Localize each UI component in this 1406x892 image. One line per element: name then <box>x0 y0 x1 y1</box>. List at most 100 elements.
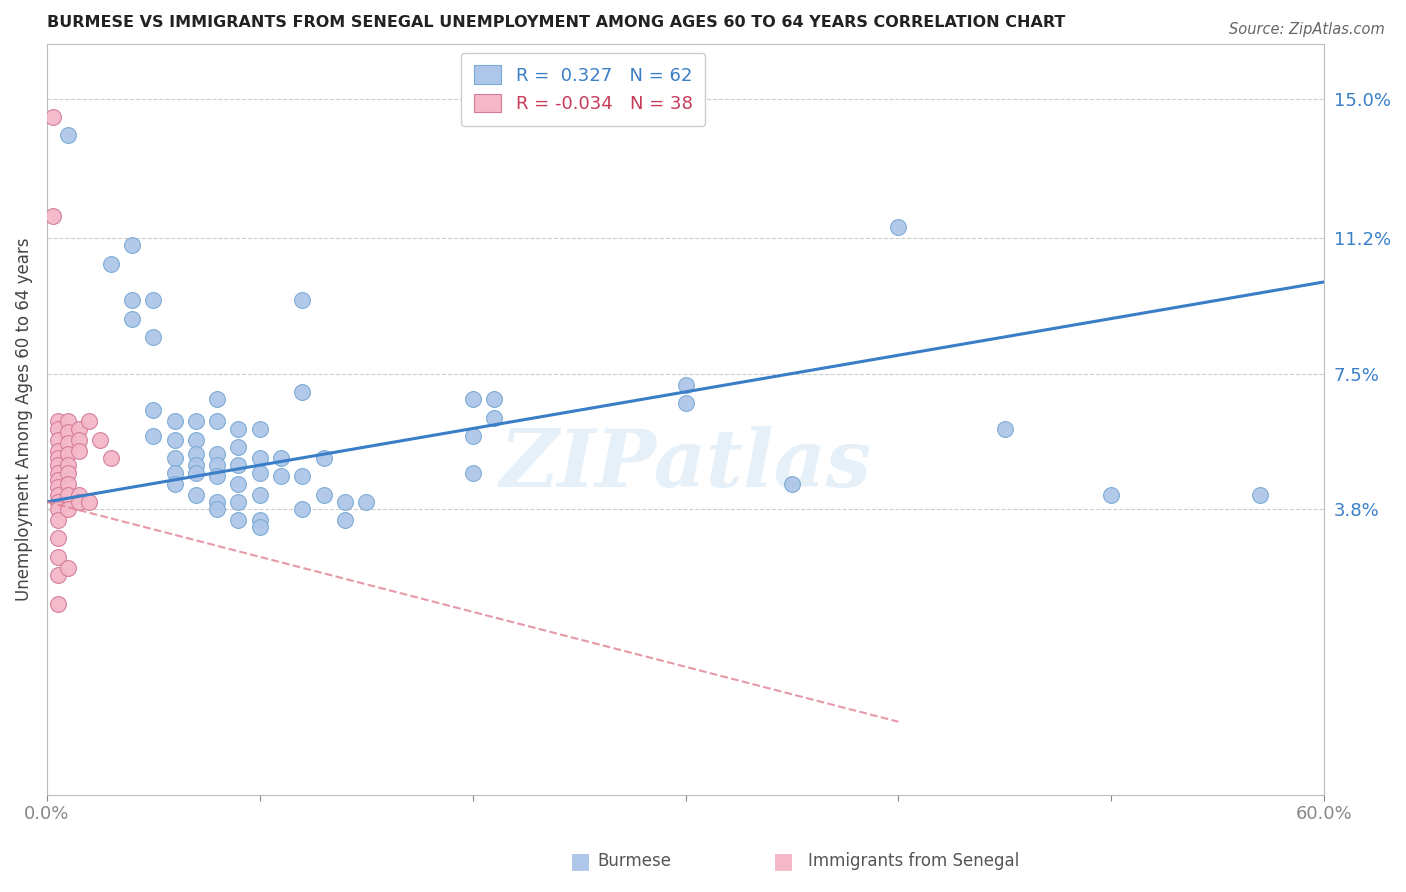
Point <box>142 293 165 308</box>
Point <box>56 414 79 428</box>
Point <box>56 425 79 440</box>
Point <box>142 429 165 443</box>
Point <box>46 458 69 473</box>
Point <box>249 487 271 501</box>
Point <box>205 469 228 483</box>
Point <box>482 410 505 425</box>
Point <box>121 311 143 326</box>
Point <box>461 466 484 480</box>
Point <box>228 476 250 491</box>
Point <box>79 495 101 509</box>
Point <box>163 450 186 465</box>
Point <box>100 450 122 465</box>
Point <box>333 495 356 509</box>
Point <box>228 421 250 435</box>
Point <box>228 458 250 473</box>
Point <box>42 209 65 223</box>
Point <box>121 238 143 252</box>
Point <box>205 495 228 509</box>
Point <box>46 513 69 527</box>
Point <box>56 502 79 516</box>
Point <box>312 487 335 501</box>
Point <box>184 458 207 473</box>
Point <box>46 532 69 546</box>
Point <box>56 128 79 143</box>
Point <box>67 421 90 435</box>
Point <box>184 466 207 480</box>
Point <box>46 433 69 447</box>
Point <box>228 513 250 527</box>
Point <box>461 429 484 443</box>
Text: BURMESE VS IMMIGRANTS FROM SENEGAL UNEMPLOYMENT AMONG AGES 60 TO 64 YEARS CORREL: BURMESE VS IMMIGRANTS FROM SENEGAL UNEMP… <box>46 15 1066 30</box>
Point <box>67 487 90 501</box>
Point <box>249 450 271 465</box>
Point <box>46 480 69 494</box>
Point <box>205 392 228 407</box>
Point <box>46 414 69 428</box>
Point <box>46 502 69 516</box>
Point <box>163 476 186 491</box>
Point <box>56 487 79 501</box>
Point <box>228 495 250 509</box>
Point <box>46 568 69 582</box>
Point <box>249 466 271 480</box>
Point <box>1099 487 1122 501</box>
Point <box>46 549 69 564</box>
Point <box>100 257 122 271</box>
Legend: R =  0.327   N = 62, R = -0.034   N = 38: R = 0.327 N = 62, R = -0.034 N = 38 <box>461 53 706 126</box>
Point <box>67 433 90 447</box>
Point <box>461 392 484 407</box>
Point <box>121 293 143 308</box>
Point <box>312 450 335 465</box>
Text: Burmese: Burmese <box>598 852 672 870</box>
Point <box>184 487 207 501</box>
Text: ■: ■ <box>569 851 591 871</box>
Point <box>249 513 271 527</box>
Point <box>56 447 79 461</box>
Point <box>46 443 69 458</box>
Point <box>887 219 910 234</box>
Point <box>163 433 186 447</box>
Point <box>46 450 69 465</box>
Point <box>291 293 314 308</box>
Point <box>184 447 207 461</box>
Point <box>56 436 79 450</box>
Point <box>184 414 207 428</box>
Point <box>270 450 292 465</box>
Point <box>46 487 69 501</box>
Point <box>163 414 186 428</box>
Point <box>270 469 292 483</box>
Point <box>291 502 314 516</box>
Point <box>205 502 228 516</box>
Point <box>675 377 697 392</box>
Point <box>994 421 1017 435</box>
Point <box>205 458 228 473</box>
Point <box>142 330 165 344</box>
Point <box>205 447 228 461</box>
Point <box>67 443 90 458</box>
Point <box>142 403 165 417</box>
Text: Immigrants from Senegal: Immigrants from Senegal <box>808 852 1019 870</box>
Point <box>56 561 79 575</box>
Point <box>163 466 186 480</box>
Point <box>42 110 65 124</box>
Point <box>46 466 69 480</box>
Y-axis label: Unemployment Among Ages 60 to 64 years: Unemployment Among Ages 60 to 64 years <box>15 237 32 601</box>
Point <box>56 458 79 473</box>
Point <box>249 421 271 435</box>
Point <box>184 433 207 447</box>
Point <box>354 495 377 509</box>
Point <box>46 598 69 612</box>
Text: Source: ZipAtlas.com: Source: ZipAtlas.com <box>1229 22 1385 37</box>
Point <box>67 495 90 509</box>
Point <box>228 440 250 454</box>
Point <box>46 495 69 509</box>
Point <box>291 469 314 483</box>
Point <box>249 520 271 534</box>
Point <box>56 466 79 480</box>
Point <box>89 433 111 447</box>
Point <box>291 384 314 399</box>
Point <box>333 513 356 527</box>
Point <box>56 476 79 491</box>
Point <box>205 414 228 428</box>
